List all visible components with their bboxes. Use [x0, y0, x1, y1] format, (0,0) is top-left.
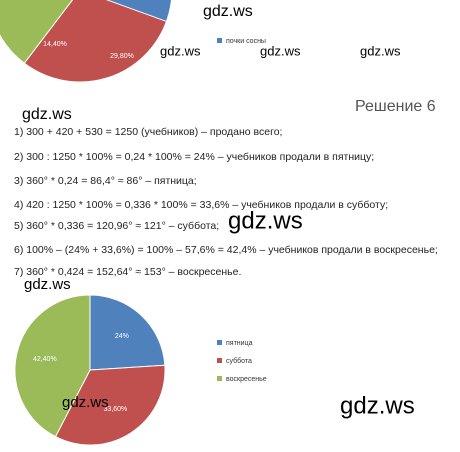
slice-label: 29,80% [110, 53, 134, 60]
steps: 1) 300 + 420 + 530 = 1250 (учебников) – … [14, 126, 438, 278]
step: 2) 300 : 1250 * 100% = 0,24 * 100% = 24%… [14, 151, 374, 163]
watermark: gdz.ws [340, 392, 415, 419]
legend-label: воскресенье [226, 376, 267, 383]
chart: 24% пятница 33,60% суббота 42,40% воскресенье [14, 294, 267, 446]
legend-swatch [217, 340, 222, 345]
pie-slice [54, 364, 166, 446]
watermark: gdz.ws [228, 207, 303, 234]
watermark: gdz.ws [160, 43, 201, 58]
watermark: gdz.ws [360, 43, 401, 58]
step: 3) 360° * 0,24 = 86,4° ≈ 86° – пятница; [14, 175, 197, 187]
pie-slice [14, 294, 91, 438]
step: 7) 360° * 0,424 = 152,64° ≈ 153° – воскр… [14, 266, 241, 278]
slice-label: 14,40% [43, 41, 67, 48]
watermark: gdz.ws [24, 276, 71, 293]
legend-swatch [217, 358, 222, 363]
pie-slice [0, 0, 74, 64]
legend-label: суббота [226, 357, 252, 365]
legend-swatch [217, 38, 222, 43]
step: 4) 420 : 1250 * 100% = 0,336 * 100% = 33… [14, 199, 388, 211]
top-chart: 29,80% 14,40% почки сосны [0, 0, 266, 83]
watermark: gdz.ws [62, 394, 109, 411]
pie-slice [23, 0, 168, 83]
legend-label: почки сосны [226, 38, 266, 45]
heading: Решение 6 [355, 98, 436, 115]
watermark: gdz.ws [260, 43, 301, 58]
watermark: gdz.ws [22, 106, 72, 123]
step: 6) 100% – (24% + 33,6%) = 100% – 57,6% =… [14, 244, 438, 256]
pie-slice [89, 294, 166, 371]
slice-label: 42,40% [33, 356, 57, 363]
watermark: gdz.ws [203, 3, 253, 20]
legend-label: пятница [226, 340, 253, 347]
watermarks: gdz.ws gdz.ws gdz.ws gdz.ws gdz.ws gdz.ws gdz.… [22, 3, 415, 419]
step: 1) 300 + 420 + 530 = 1250 (учебников) – … [14, 126, 282, 138]
slice-label: 33,60% [104, 406, 128, 413]
slice-label: 24% [115, 333, 129, 340]
step: 5) 360° * 0,336 = 120,96° ≈ 121° – суббо… [14, 220, 219, 232]
legend-swatch [217, 376, 222, 381]
